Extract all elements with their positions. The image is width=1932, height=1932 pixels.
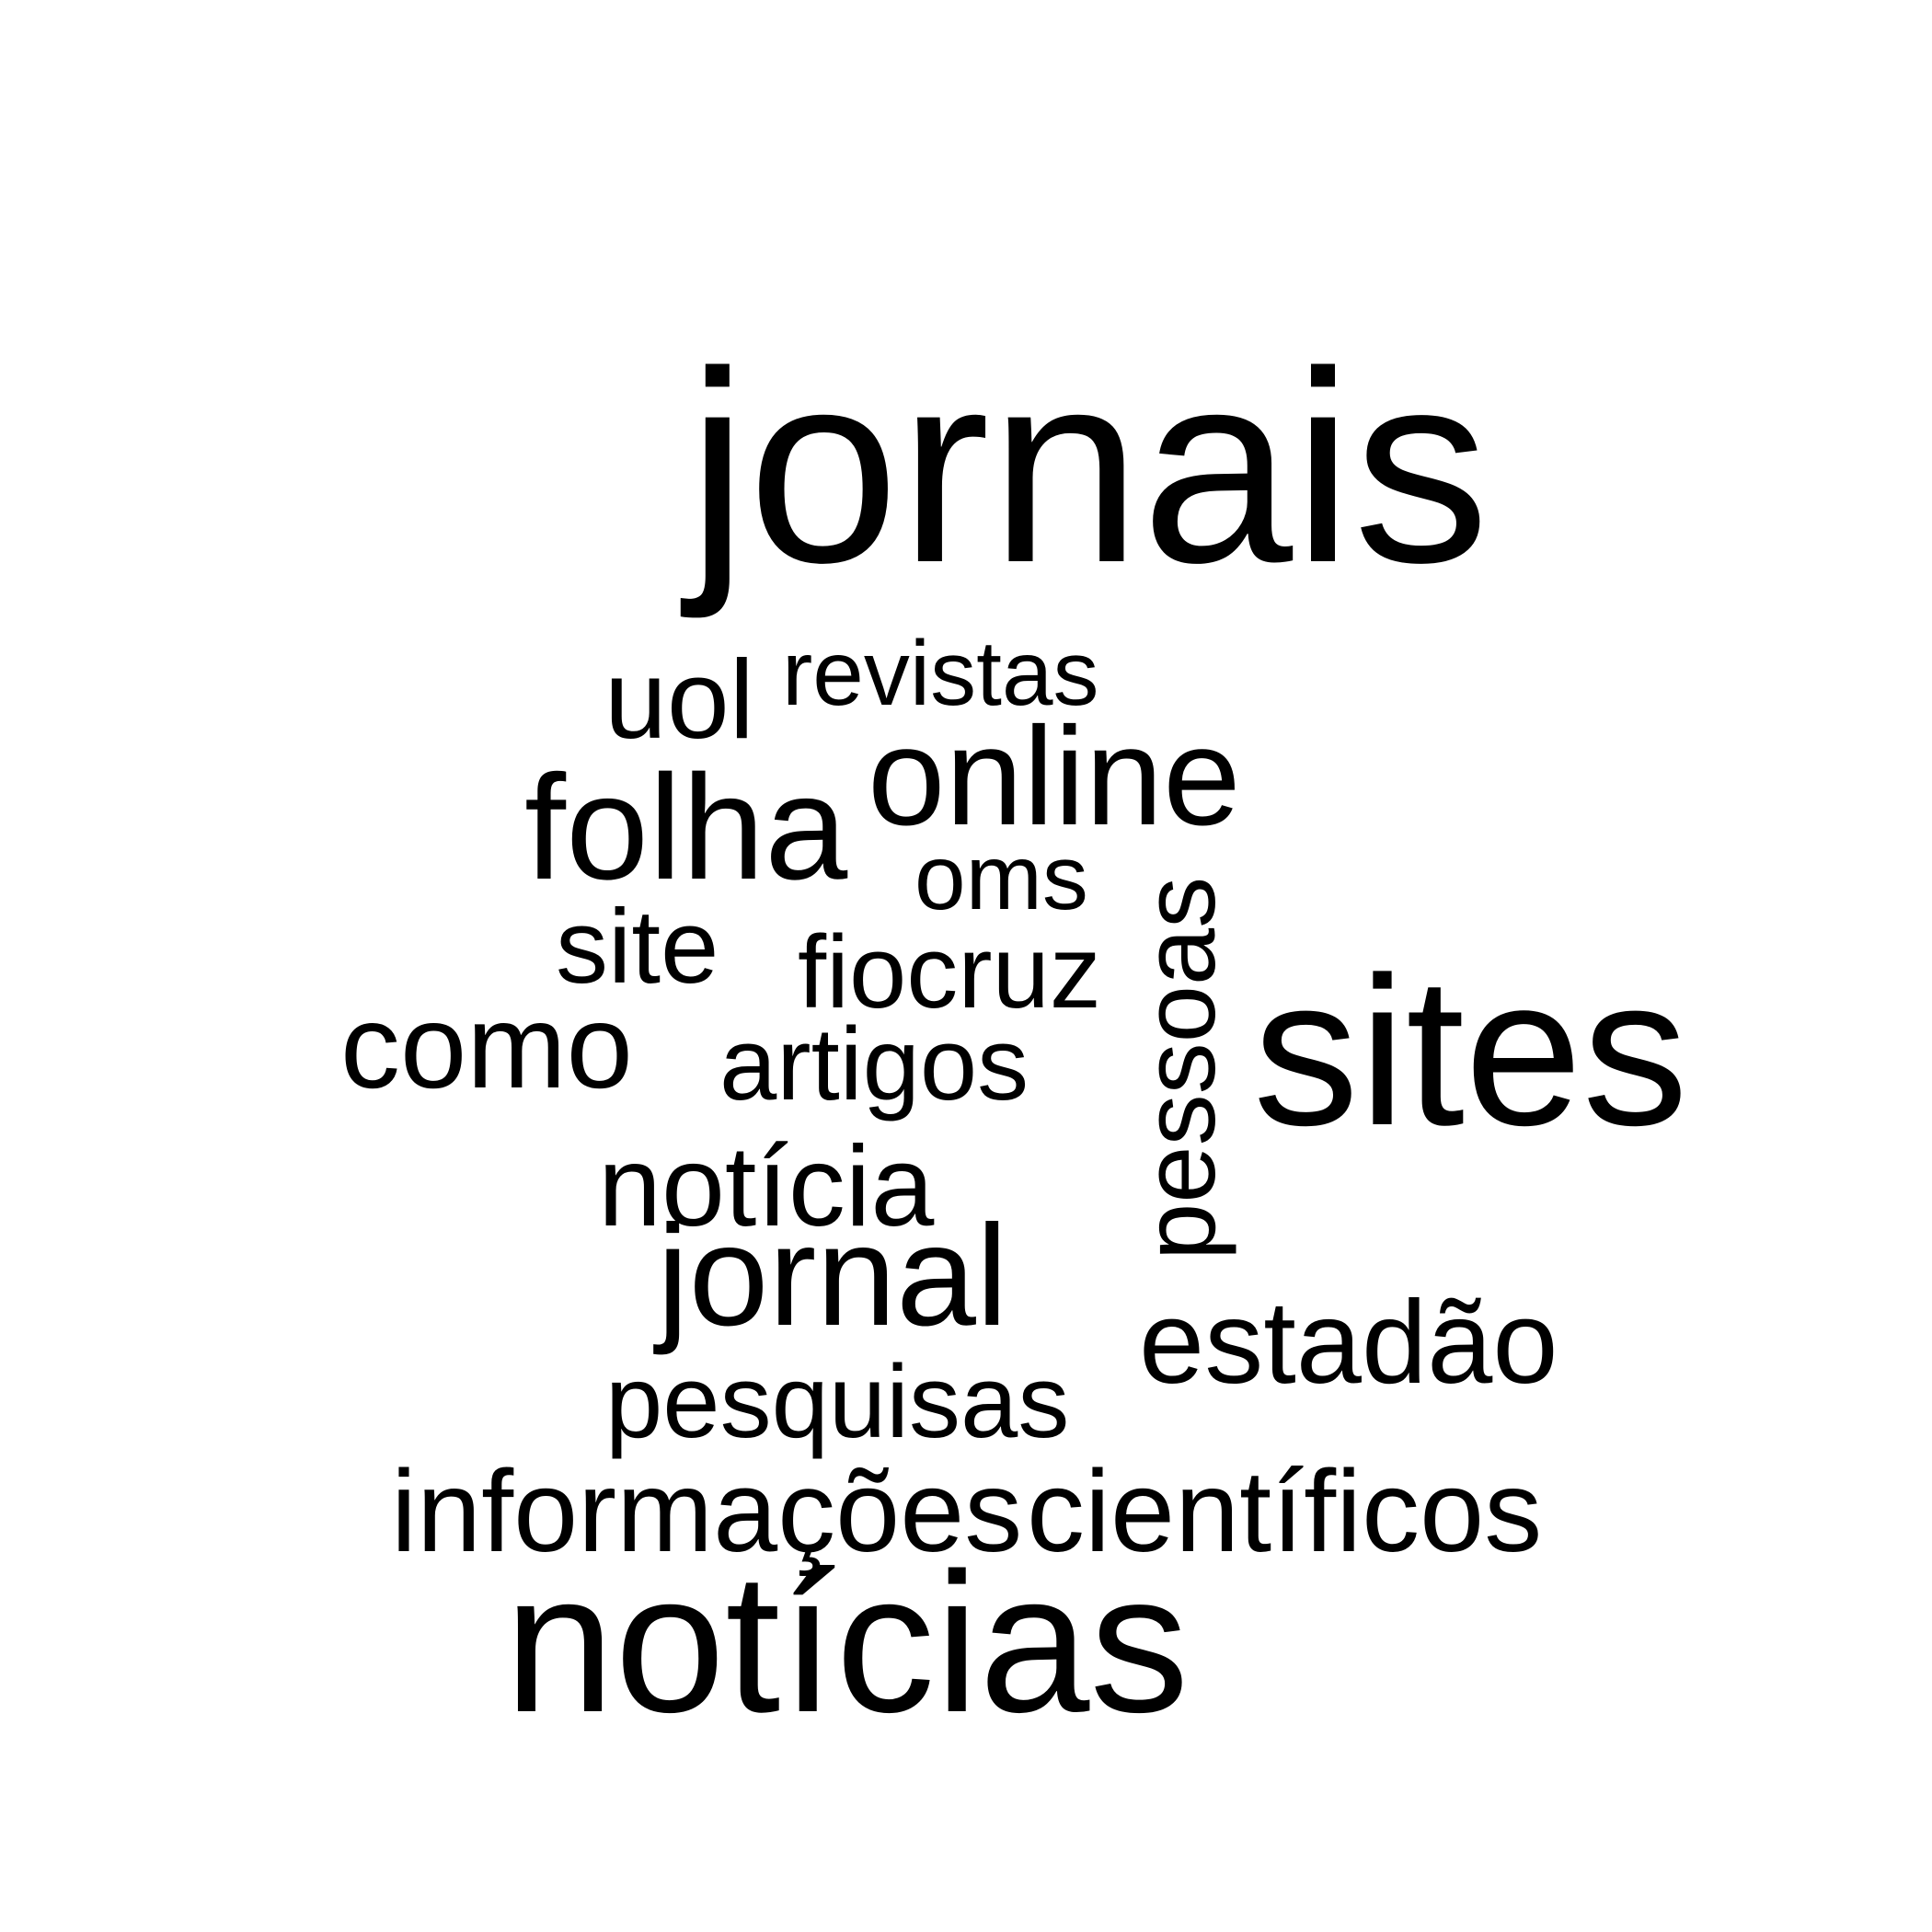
word-folha: folha	[524, 744, 848, 911]
word-jornal: jornal	[653, 1196, 1008, 1356]
word-fiocruz: fiocruz	[798, 914, 1101, 1029]
word-estadao: estadão	[1139, 1277, 1558, 1409]
word-artigos: artigos	[719, 1006, 1029, 1121]
word-online: online	[868, 698, 1241, 855]
word-uol: uol	[604, 637, 754, 762]
word-pessoas: pessoas	[1121, 877, 1236, 1260]
word-oms: oms	[914, 826, 1088, 929]
word-pesquisas: pesquisas	[605, 1344, 1069, 1459]
word-revistas: revistas	[782, 622, 1099, 725]
word-noticias: notícias	[504, 1531, 1189, 1754]
word-site: site	[556, 889, 719, 1006]
word-cientificos: científicos	[1027, 1446, 1542, 1576]
word-jornais: jornais	[679, 315, 1489, 621]
word-informacoes: informações	[391, 1446, 1022, 1576]
word-sites: sites	[1253, 933, 1688, 1169]
word-como: como	[340, 979, 633, 1113]
word-noticia: notícia	[598, 1123, 934, 1250]
